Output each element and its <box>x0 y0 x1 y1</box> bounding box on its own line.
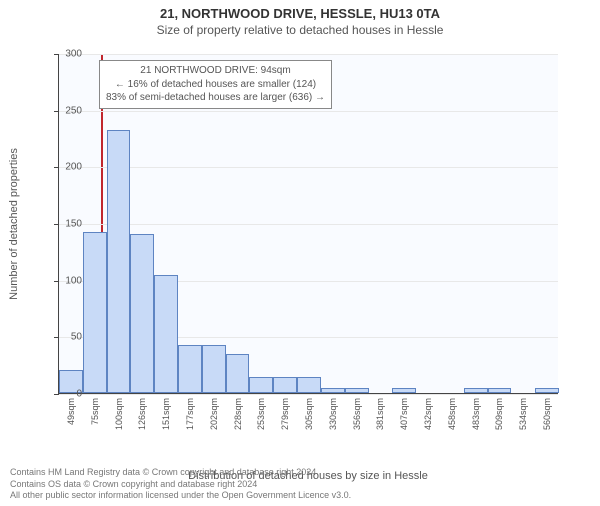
xtick-label: 177sqm <box>185 398 195 430</box>
histogram-bar <box>226 354 250 393</box>
xtick-label: 381sqm <box>375 398 385 430</box>
gridline <box>59 167 558 168</box>
y-axis-label: Number of detached properties <box>8 148 20 300</box>
xtick-label: 509sqm <box>494 398 504 430</box>
xtick-label: 483sqm <box>471 398 481 430</box>
gridline <box>59 111 558 112</box>
ytick-label: 100 <box>42 275 82 286</box>
xtick-label: 407sqm <box>399 398 409 430</box>
xtick-label: 458sqm <box>447 398 457 430</box>
ytick-label: 250 <box>42 105 82 116</box>
footer-line2: Contains OS data © Crown copyright and d… <box>10 479 351 491</box>
histogram-bar <box>345 388 369 393</box>
gridline <box>59 54 558 55</box>
xtick-label: 151sqm <box>161 398 171 430</box>
plot-area: 21 NORTHWOOD DRIVE: 94sqm ← 16% of detac… <box>58 54 558 394</box>
xtick-label: 356sqm <box>352 398 362 430</box>
page-title: 21, NORTHWOOD DRIVE, HESSLE, HU13 0TA <box>0 6 600 21</box>
xtick-label: 253sqm <box>256 398 266 430</box>
footer-line3: All other public sector information lice… <box>10 490 351 502</box>
xtick-label: 75sqm <box>90 398 100 425</box>
xtick-label: 202sqm <box>209 398 219 430</box>
xtick-label: 100sqm <box>114 398 124 430</box>
histogram-bar <box>273 377 297 393</box>
ytick-label: 200 <box>42 162 82 173</box>
xtick-label: 330sqm <box>328 398 338 430</box>
histogram-bar <box>297 377 321 393</box>
chart-container: 21 NORTHWOOD DRIVE: 94sqm ← 16% of detac… <box>58 54 588 424</box>
histogram-bar <box>488 388 512 393</box>
annotation-box: 21 NORTHWOOD DRIVE: 94sqm ← 16% of detac… <box>99 60 332 109</box>
histogram-bar <box>178 345 202 393</box>
xtick-label: 305sqm <box>304 398 314 430</box>
ytick-label: 0 <box>42 389 82 400</box>
ytick-label: 50 <box>42 332 82 343</box>
xtick-label: 432sqm <box>423 398 433 430</box>
histogram-bar <box>321 388 345 393</box>
histogram-bar <box>392 388 416 393</box>
histogram-bar <box>83 232 107 393</box>
histogram-bar <box>464 388 488 393</box>
histogram-bar <box>249 377 273 393</box>
annotation-line1: 21 NORTHWOOD DRIVE: 94sqm <box>106 64 325 78</box>
xtick-label: 126sqm <box>137 398 147 430</box>
ytick-label: 150 <box>42 219 82 230</box>
xtick-label: 49sqm <box>66 398 76 425</box>
footer-line1: Contains HM Land Registry data © Crown c… <box>10 467 351 479</box>
footer: Contains HM Land Registry data © Crown c… <box>10 467 351 502</box>
histogram-bar <box>535 388 559 393</box>
gridline <box>59 394 558 395</box>
annotation-line2: ← 16% of detached houses are smaller (12… <box>106 78 325 92</box>
annotation-line3: 83% of semi-detached houses are larger (… <box>106 91 325 105</box>
page-subtitle: Size of property relative to detached ho… <box>0 23 600 37</box>
histogram-bar <box>154 275 178 393</box>
xtick-label: 560sqm <box>542 398 552 430</box>
xtick-label: 534sqm <box>518 398 528 430</box>
histogram-bar <box>130 234 154 393</box>
xtick-label: 279sqm <box>280 398 290 430</box>
histogram-bar <box>202 345 226 393</box>
gridline <box>59 224 558 225</box>
histogram-bar <box>107 130 131 393</box>
xtick-label: 228sqm <box>233 398 243 430</box>
ytick-label: 300 <box>42 49 82 60</box>
